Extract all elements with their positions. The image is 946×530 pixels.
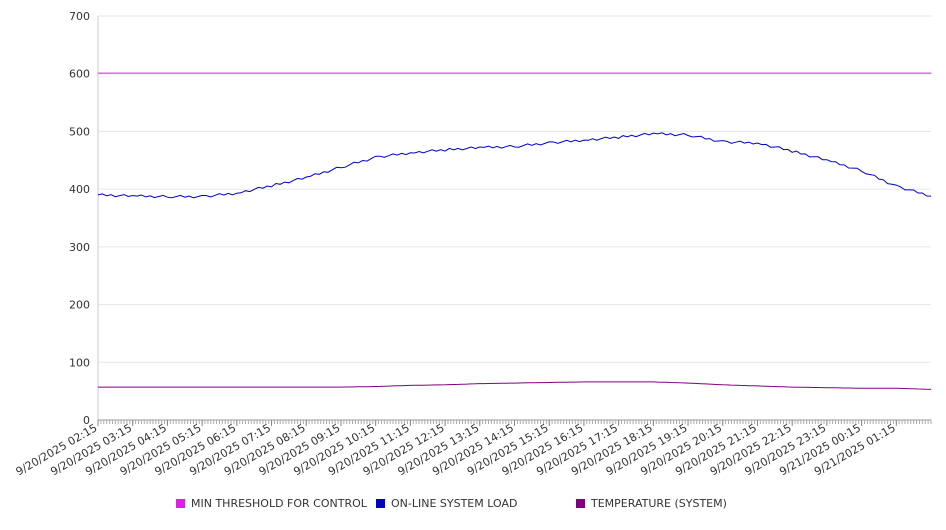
legend-swatch-min-threshold xyxy=(176,499,185,508)
y-tick-label: 100 xyxy=(69,356,90,369)
legend-swatch-system-load xyxy=(376,499,385,508)
legend-item-min-threshold: MIN THRESHOLD FOR CONTROL xyxy=(176,497,367,510)
series-line-temperature xyxy=(98,381,932,390)
series-line-system-load xyxy=(97,132,932,199)
y-tick-label: 700 xyxy=(69,10,90,23)
y-tick-label: 0 xyxy=(83,414,90,427)
legend-label-system-load: ON-LINE SYSTEM LOAD xyxy=(391,497,518,510)
legend-label-min-threshold: MIN THRESHOLD FOR CONTROL xyxy=(191,497,367,510)
y-tick-label: 600 xyxy=(69,68,90,81)
legend-label-temperature: TEMPERATURE (SYSTEM) xyxy=(591,497,727,510)
legend-item-temperature: TEMPERATURE (SYSTEM) xyxy=(576,497,727,510)
y-tick-label: 300 xyxy=(69,241,90,254)
y-tick-label: 400 xyxy=(69,183,90,196)
y-tick-label: 500 xyxy=(69,125,90,138)
legend-swatch-temperature xyxy=(576,499,585,508)
y-tick-label: 200 xyxy=(69,299,90,312)
legend: MIN THRESHOLD FOR CONTROL ON-LINE SYSTEM… xyxy=(0,497,946,515)
legend-item-system-load: ON-LINE SYSTEM LOAD xyxy=(376,497,517,510)
